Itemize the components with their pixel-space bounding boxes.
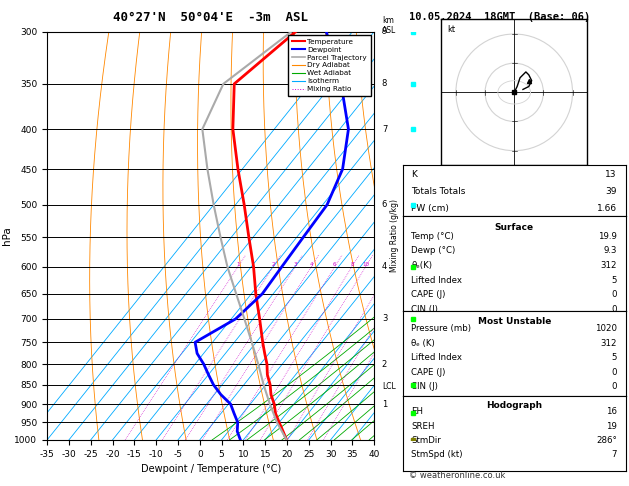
Text: 10.05.2024  18GMT  (Base: 06): 10.05.2024 18GMT (Base: 06) <box>409 12 590 22</box>
Text: 3: 3 <box>294 261 297 267</box>
Text: EH: EH <box>411 407 423 417</box>
Text: 19.9: 19.9 <box>598 232 617 241</box>
Text: θₑ(K): θₑ(K) <box>411 261 433 270</box>
Text: 2: 2 <box>272 261 275 267</box>
Text: 8: 8 <box>382 79 387 88</box>
Text: 1020: 1020 <box>595 324 617 333</box>
Text: SREH: SREH <box>411 422 435 431</box>
Y-axis label: hPa: hPa <box>2 226 12 245</box>
Text: 0: 0 <box>611 291 617 299</box>
Text: 9: 9 <box>382 27 387 36</box>
Text: 4: 4 <box>382 262 387 271</box>
Text: kt: kt <box>447 25 455 35</box>
Text: Temp (°C): Temp (°C) <box>411 232 454 241</box>
Text: 8: 8 <box>350 261 353 267</box>
Text: Mixing Ratio (g/kg): Mixing Ratio (g/kg) <box>390 199 399 272</box>
Text: 16: 16 <box>606 407 617 417</box>
Text: 286°: 286° <box>596 436 617 445</box>
Text: Totals Totals: Totals Totals <box>411 187 466 196</box>
Text: StmDir: StmDir <box>411 436 441 445</box>
Text: 6: 6 <box>333 261 337 267</box>
Text: 19: 19 <box>606 422 617 431</box>
Text: Hodograph: Hodograph <box>486 401 542 410</box>
Text: 5: 5 <box>611 276 617 285</box>
Text: Lifted Index: Lifted Index <box>411 353 462 363</box>
Text: 7: 7 <box>611 451 617 459</box>
Text: 0: 0 <box>611 368 617 377</box>
Text: 7: 7 <box>382 124 387 134</box>
Text: 312: 312 <box>601 339 617 348</box>
Text: Most Unstable: Most Unstable <box>477 317 551 326</box>
Text: K: K <box>411 170 418 179</box>
Text: 1.66: 1.66 <box>597 204 617 212</box>
Text: 39: 39 <box>606 187 617 196</box>
Text: LCL: LCL <box>382 382 396 391</box>
Text: 40°27'N  50°04'E  -3m  ASL: 40°27'N 50°04'E -3m ASL <box>113 11 308 24</box>
Text: θₑ (K): θₑ (K) <box>411 339 435 348</box>
Text: 312: 312 <box>601 261 617 270</box>
Text: © weatheronline.co.uk: © weatheronline.co.uk <box>409 471 505 480</box>
Legend: Temperature, Dewpoint, Parcel Trajectory, Dry Adiabat, Wet Adiabat, Isotherm, Mi: Temperature, Dewpoint, Parcel Trajectory… <box>288 35 370 96</box>
Text: 9.3: 9.3 <box>603 246 617 255</box>
Text: PW (cm): PW (cm) <box>411 204 449 212</box>
Text: 2: 2 <box>382 360 387 369</box>
Text: 4: 4 <box>309 261 313 267</box>
Text: 1: 1 <box>382 399 387 409</box>
Text: 0: 0 <box>611 305 617 314</box>
Text: Pressure (mb): Pressure (mb) <box>411 324 472 333</box>
Text: CAPE (J): CAPE (J) <box>411 291 446 299</box>
Text: km
ASL: km ASL <box>382 16 396 35</box>
Text: 1: 1 <box>237 261 240 267</box>
Text: CAPE (J): CAPE (J) <box>411 368 446 377</box>
Text: Dewp (°C): Dewp (°C) <box>411 246 456 255</box>
Text: Lifted Index: Lifted Index <box>411 276 462 285</box>
Text: 13: 13 <box>606 170 617 179</box>
Text: CIN (J): CIN (J) <box>411 382 438 391</box>
Text: 0: 0 <box>611 382 617 391</box>
Text: StmSpd (kt): StmSpd (kt) <box>411 451 463 459</box>
Text: 3: 3 <box>382 314 387 323</box>
Text: 6: 6 <box>382 200 387 209</box>
X-axis label: Dewpoint / Temperature (°C): Dewpoint / Temperature (°C) <box>141 464 281 474</box>
Text: CIN (J): CIN (J) <box>411 305 438 314</box>
Text: Surface: Surface <box>494 223 534 232</box>
Text: 10: 10 <box>362 261 369 267</box>
Text: 5: 5 <box>611 353 617 363</box>
